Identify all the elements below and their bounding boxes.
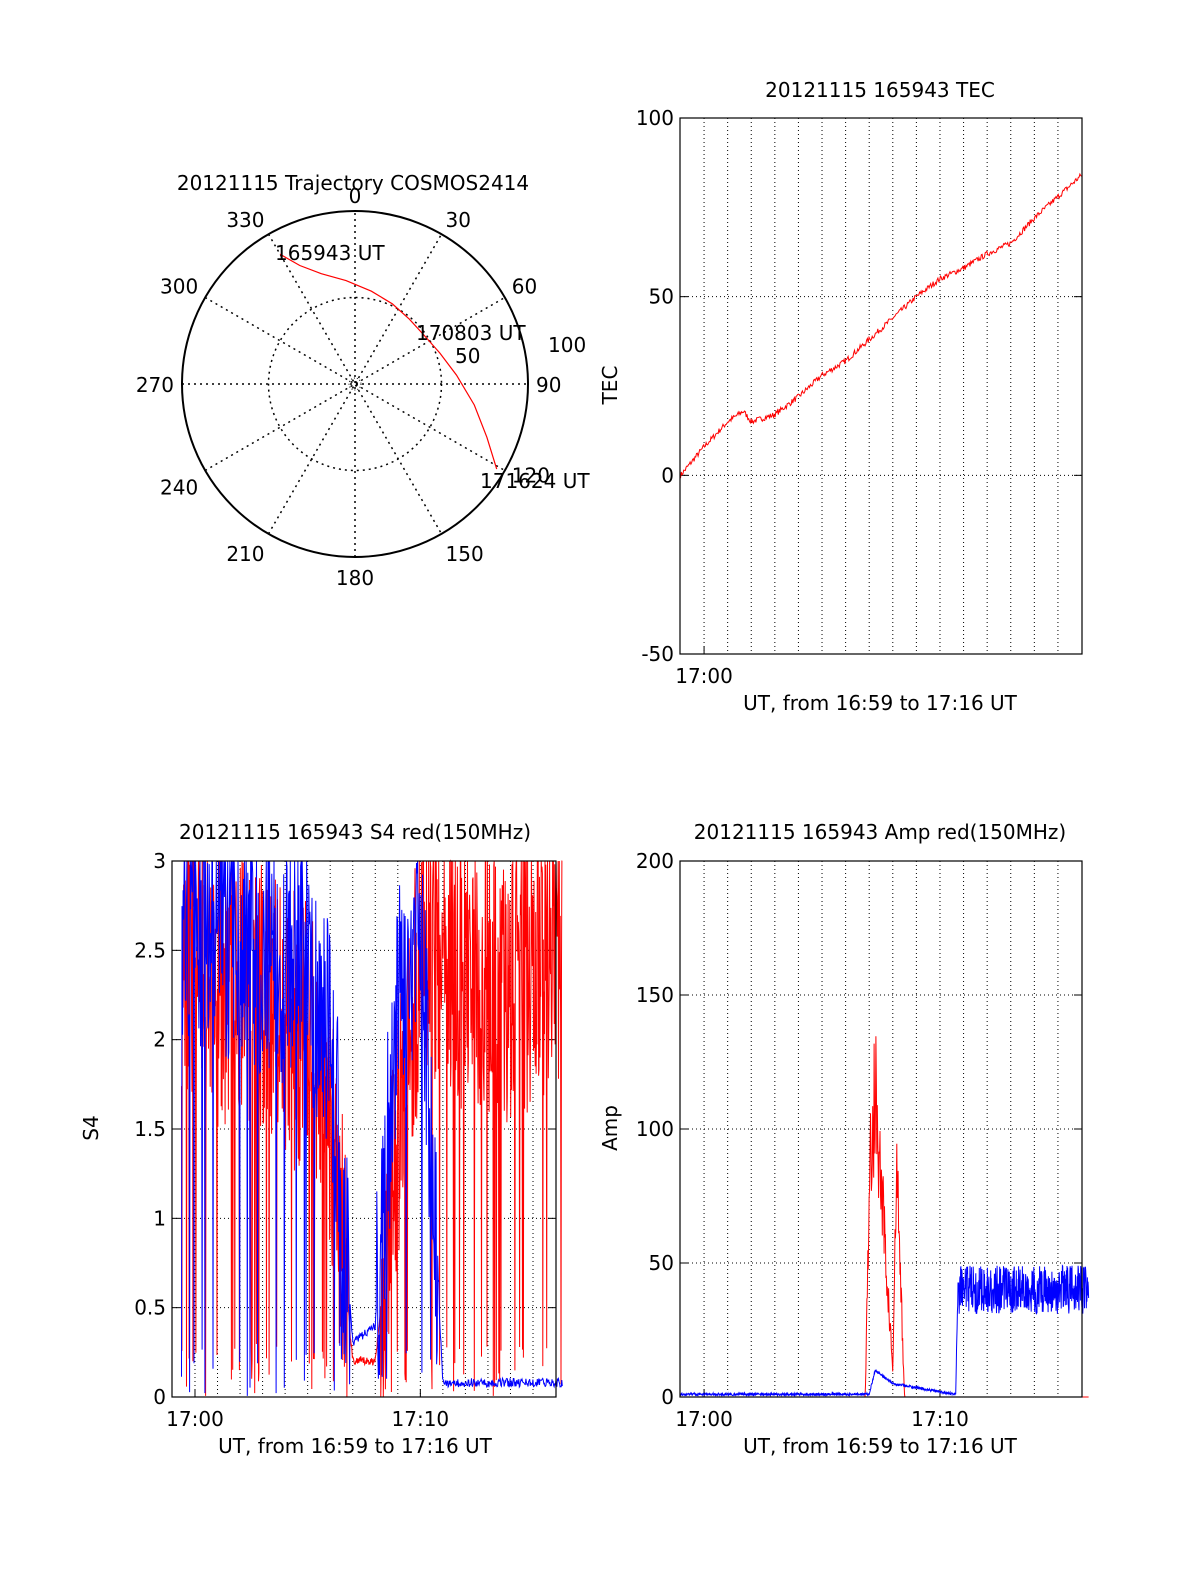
y-tick-label: 100 bbox=[636, 1117, 674, 1141]
s4-chart: 20121115 165943 S4 red(150MHz) S4 UT, fr… bbox=[79, 820, 563, 1458]
amp-blue-series-line bbox=[680, 1264, 1090, 1398]
polar-angle-label: 180 bbox=[336, 566, 374, 590]
polar-angle-label: 210 bbox=[226, 542, 264, 566]
polar-spoke bbox=[267, 233, 443, 535]
polar-angle-label: 240 bbox=[160, 476, 198, 500]
y-tick-label: 1 bbox=[153, 1206, 166, 1230]
tec-series-line bbox=[680, 172, 1082, 479]
tec-chart: 20121115 165943 TEC TEC UT, from 16:59 t… bbox=[598, 78, 1083, 715]
polar-trajectory-line bbox=[279, 253, 498, 470]
tec-title: 20121115 165943 TEC bbox=[765, 78, 995, 102]
s4-title: 20121115 165943 S4 red(150MHz) bbox=[179, 820, 531, 844]
polar-radius-label: 50 bbox=[455, 344, 480, 368]
y-tick-label: 0 bbox=[153, 1385, 166, 1409]
x-tick-label: 17:00 bbox=[675, 1407, 733, 1431]
x-tick-label: 17:10 bbox=[911, 1407, 969, 1431]
y-tick-label: 0.5 bbox=[134, 1296, 166, 1320]
s4-xlabel: UT, from 16:59 to 17:16 UT bbox=[218, 1434, 493, 1458]
y-tick-label: -50 bbox=[641, 642, 674, 666]
polar-angle-label: 120 bbox=[512, 464, 550, 488]
tec-xlabel: UT, from 16:59 to 17:16 UT bbox=[743, 691, 1018, 715]
y-tick-label: 100 bbox=[636, 106, 674, 130]
y-tick-label: 2.5 bbox=[134, 938, 166, 962]
s4-blue-series-line bbox=[181, 860, 563, 1396]
polar-angle-label: 330 bbox=[226, 208, 264, 232]
polar-angle-label: 30 bbox=[446, 208, 471, 232]
trajectory-polar-chart: 20121115 Trajectory COSMOS2414 0 30 60 90 12… bbox=[136, 171, 591, 590]
polar-spoke bbox=[204, 296, 506, 472]
y-tick-label: 1.5 bbox=[134, 1117, 166, 1141]
polar-annotation: 165943 UT bbox=[275, 241, 385, 265]
x-tick-label: 17:10 bbox=[392, 1407, 450, 1431]
amp-xlabel: UT, from 16:59 to 17:16 UT bbox=[743, 1434, 1018, 1458]
polar-spoke bbox=[267, 233, 443, 535]
y-tick-label: 150 bbox=[636, 983, 674, 1007]
polar-radius-label: 100 bbox=[548, 333, 586, 357]
y-tick-label: 50 bbox=[649, 285, 674, 309]
s4-ylabel: S4 bbox=[79, 1115, 103, 1140]
polar-annotation: 170803 UT bbox=[416, 321, 526, 345]
polar-angle-label: 90 bbox=[536, 373, 561, 397]
y-tick-label: 0 bbox=[661, 463, 674, 487]
x-tick-label: 17:00 bbox=[166, 1407, 224, 1431]
polar-center bbox=[348, 377, 362, 391]
y-tick-label: 50 bbox=[649, 1251, 674, 1275]
tec-ylabel: TEC bbox=[598, 366, 622, 406]
polar-angle-label: 150 bbox=[446, 542, 484, 566]
polar-annotation: 171624 UT bbox=[480, 469, 590, 493]
y-tick-label: 2 bbox=[153, 1028, 166, 1052]
plot-frame bbox=[679, 117, 1083, 655]
amp-red-series-line bbox=[680, 1036, 1089, 1398]
polar-title: 20121115 Trajectory COSMOS2414 bbox=[177, 171, 529, 195]
x-tick-label: 17:00 bbox=[675, 664, 733, 688]
y-tick-label: 3 bbox=[153, 849, 166, 873]
polar-angle-label: 0 bbox=[349, 184, 362, 208]
plot-frame bbox=[679, 860, 1083, 1398]
y-tick-label: 200 bbox=[636, 849, 674, 873]
amp-chart: 20121115 165943 Amp red(150MHz) Amp UT, … bbox=[598, 820, 1090, 1458]
plot-frame bbox=[171, 860, 557, 1398]
polar-spoke bbox=[204, 296, 506, 472]
polar-angle-label: 60 bbox=[512, 275, 537, 299]
amp-title: 20121115 165943 Amp red(150MHz) bbox=[694, 820, 1066, 844]
polar-angle-label: 300 bbox=[160, 275, 198, 299]
y-tick-label: 0 bbox=[661, 1385, 674, 1409]
polar-angle-label: 270 bbox=[136, 373, 174, 397]
amp-ylabel: Amp bbox=[598, 1105, 622, 1151]
